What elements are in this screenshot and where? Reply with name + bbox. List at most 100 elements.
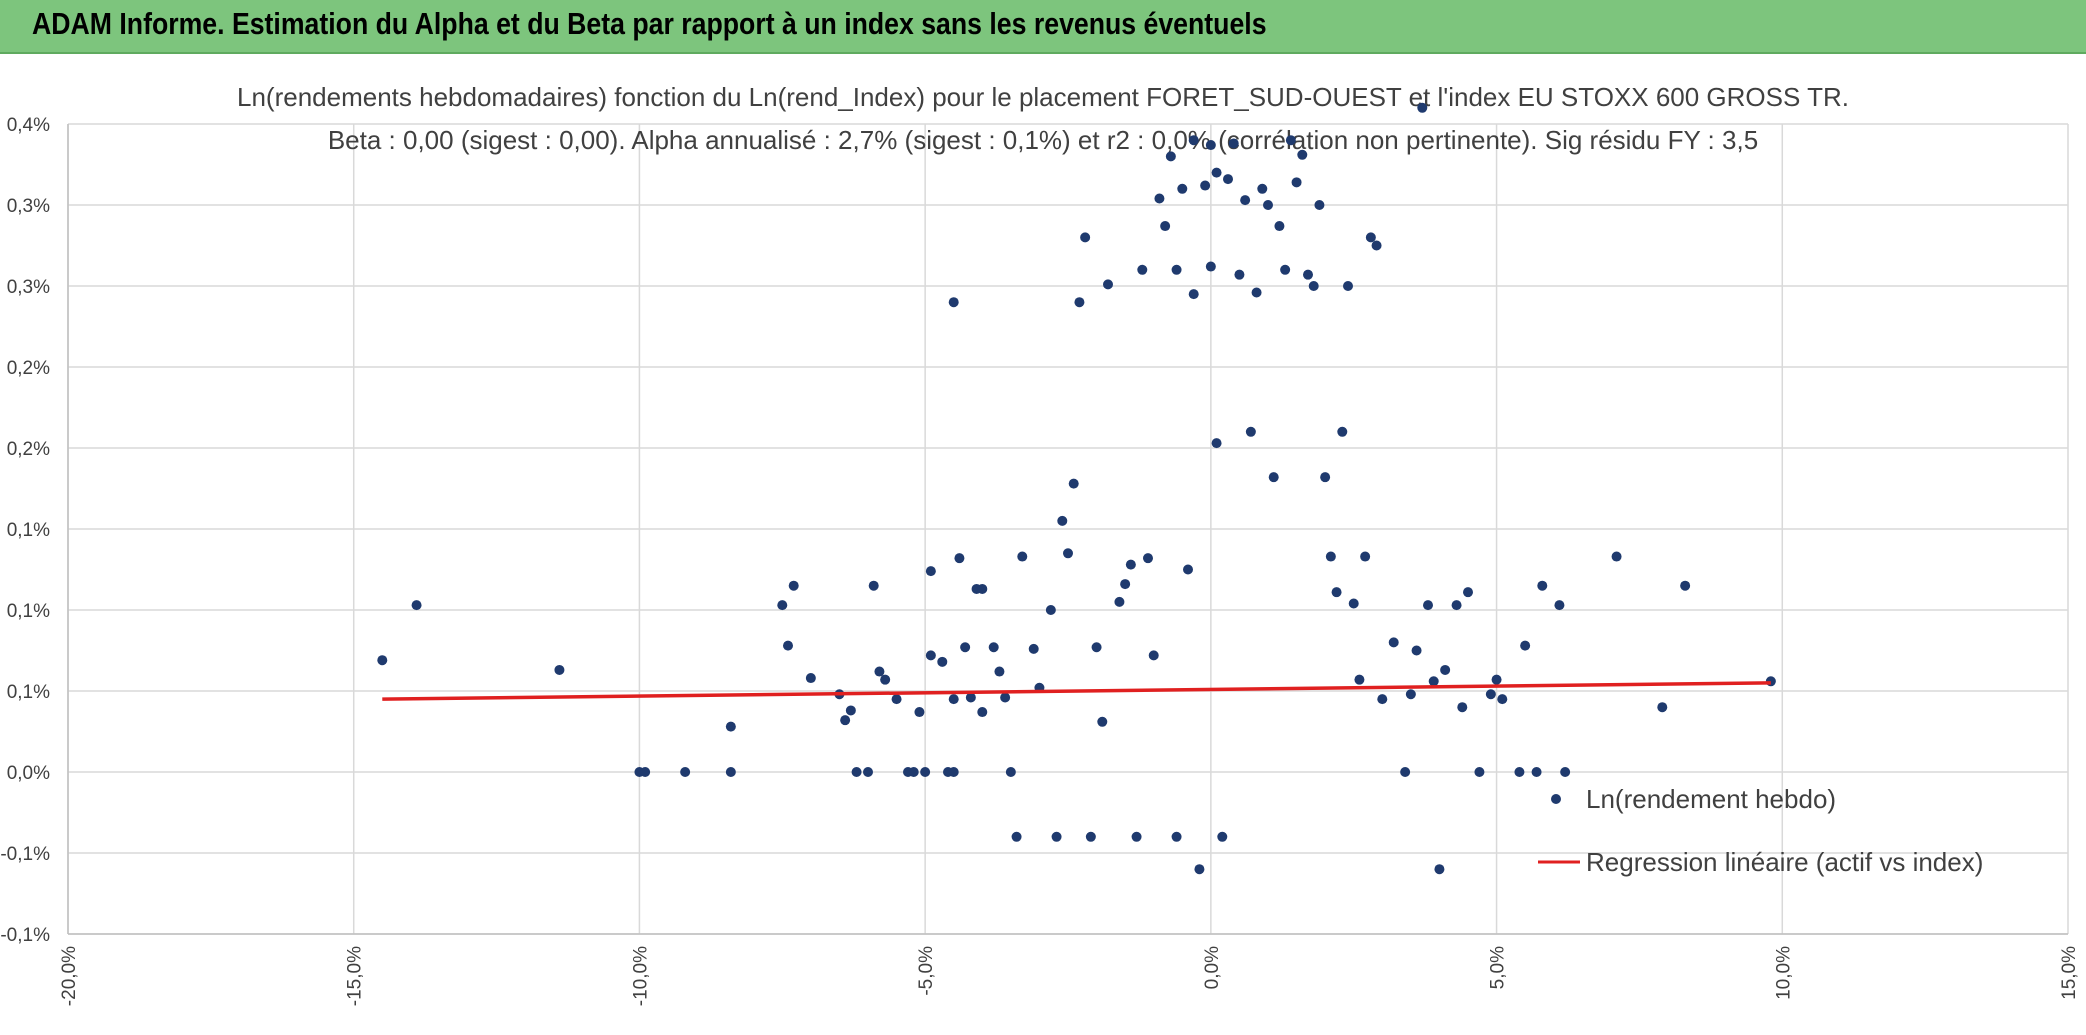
data-point <box>977 583 988 594</box>
data-point <box>1411 645 1422 656</box>
banner-title: ADAM Informe. Estimation du Alpha et du … <box>32 6 1267 41</box>
data-point <box>1097 716 1108 727</box>
data-point <box>1560 767 1571 777</box>
data-point <box>1451 600 1462 611</box>
y-tick-label: 0,2% <box>7 439 50 460</box>
data-point <box>1514 767 1525 777</box>
data-point <box>868 580 879 591</box>
data-point <box>1343 281 1353 291</box>
banner: ADAM Informe. Estimation du Alpha et du … <box>0 0 2086 54</box>
x-tick-labels: -20,0% -15,0% -10,0% -5,0% 0,0% 5,0% 10,0% 15,0… <box>59 946 2080 1006</box>
data-point <box>1377 694 1388 705</box>
data-point <box>1457 702 1468 713</box>
data-point <box>1554 600 1565 611</box>
data-point <box>1080 232 1091 243</box>
legend-label-regression: Regression linéaire (actif vs index) <box>1586 847 1983 877</box>
data-point <box>1205 261 1216 272</box>
data-point <box>1245 426 1256 437</box>
data-point <box>948 694 959 705</box>
x-tick-label: 10,0% <box>1773 946 1794 1000</box>
data-point <box>1217 831 1228 842</box>
data-point <box>840 715 851 726</box>
data-point <box>1423 600 1433 611</box>
data-point <box>1160 221 1171 232</box>
chart-background <box>0 54 2086 1035</box>
scatter-points <box>377 102 1776 875</box>
data-point <box>783 640 793 651</box>
data-point <box>411 600 422 611</box>
data-point <box>960 642 971 653</box>
data-point <box>1137 264 1148 275</box>
data-point <box>908 767 919 777</box>
data-point <box>680 767 691 777</box>
data-point <box>1017 551 1028 562</box>
x-tick-label: -10,0% <box>630 946 651 1006</box>
data-point <box>1280 264 1291 275</box>
data-point <box>777 600 788 611</box>
data-point <box>1234 269 1245 280</box>
data-point <box>1154 193 1165 204</box>
data-point <box>1171 264 1182 275</box>
data-point <box>1268 472 1279 483</box>
data-point <box>891 694 902 705</box>
data-point <box>1177 183 1188 194</box>
data-point <box>1200 180 1211 191</box>
data-point <box>851 767 862 777</box>
x-tick-label: -20,0% <box>59 946 80 1006</box>
data-point <box>965 692 976 703</box>
data-point <box>1028 643 1039 654</box>
data-point <box>948 297 959 308</box>
data-point <box>1348 598 1359 609</box>
data-point <box>1240 195 1251 206</box>
data-point <box>1165 151 1176 162</box>
data-point <box>1537 580 1548 591</box>
data-point <box>1057 515 1068 526</box>
x-tick-label: 0,0% <box>1202 946 1223 989</box>
data-point <box>994 666 1005 677</box>
data-point <box>1331 587 1342 598</box>
data-point <box>1188 289 1199 300</box>
data-point <box>1211 167 1222 178</box>
data-point <box>1045 605 1056 615</box>
y-tick-label: 0,2% <box>7 358 50 379</box>
data-point <box>1068 478 1079 489</box>
data-point <box>1205 140 1216 151</box>
data-point <box>1365 232 1376 243</box>
scatter-chart: 0,4% 0,3% 0,3% 0,2% 0,2% 0,1% 0,1% 0,1% 0,0% -0,1… <box>0 54 2086 1035</box>
data-point <box>788 580 799 591</box>
data-point <box>805 673 816 684</box>
y-tick-label: 0,1% <box>7 682 50 703</box>
data-point <box>1263 200 1273 210</box>
data-point <box>1051 831 1062 842</box>
data-point <box>925 566 936 577</box>
data-point <box>1223 174 1233 185</box>
legend-label-scatter: Ln(rendement hebdo) <box>1586 784 1836 814</box>
data-point <box>1657 702 1668 713</box>
data-point <box>845 705 856 716</box>
y-tick-label: -0,1% <box>0 844 50 865</box>
data-point <box>937 656 948 667</box>
data-point <box>1297 149 1308 160</box>
data-point <box>1194 864 1205 875</box>
y-tick-label: 0,1% <box>7 601 50 622</box>
data-point <box>640 767 651 777</box>
data-point <box>1434 864 1445 875</box>
data-point <box>1405 689 1416 700</box>
data-point <box>1520 640 1531 651</box>
regression-line <box>382 681 1771 701</box>
legend: Ln(rendement hebdo) Regression linéaire … <box>1538 784 1983 877</box>
data-point <box>863 767 873 777</box>
data-point <box>1085 831 1096 842</box>
chart-title: Ln(rendements hebdomadaires) fonction du… <box>237 82 1849 112</box>
data-point <box>1251 287 1262 298</box>
legend-marker-scatter <box>1551 794 1561 804</box>
grid <box>67 123 2069 935</box>
data-point <box>925 650 936 661</box>
data-point <box>1120 579 1131 590</box>
data-point <box>1171 831 1182 842</box>
data-point <box>1531 767 1542 777</box>
data-point <box>1005 767 1016 777</box>
data-point <box>988 642 999 653</box>
data-point <box>1308 281 1319 291</box>
data-point <box>1611 551 1622 562</box>
